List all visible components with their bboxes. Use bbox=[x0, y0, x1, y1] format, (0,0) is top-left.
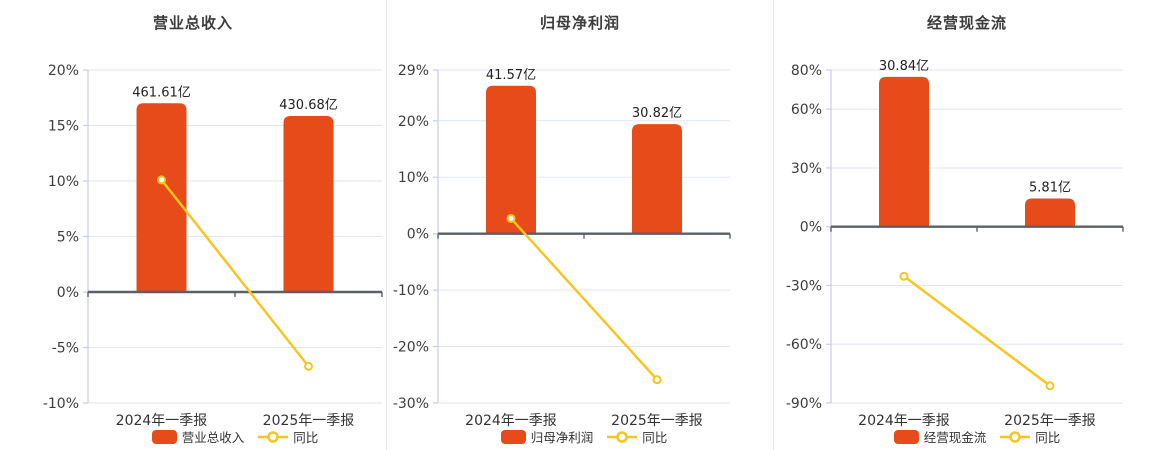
y-axis-label: -5% bbox=[52, 341, 79, 357]
bar-value-label: 430.68亿 bbox=[279, 98, 338, 113]
y-axis-label: -90% bbox=[786, 396, 822, 412]
chart-title-net-profit: 归母净利润 bbox=[539, 14, 620, 32]
y-axis-label: 29% bbox=[398, 63, 429, 79]
legend-label-line: 同比 bbox=[642, 430, 668, 445]
y-axis-label: 10% bbox=[48, 174, 79, 190]
chart-title-cash-flow: 经营现金流 bbox=[926, 14, 1007, 32]
y-axis-label: 10% bbox=[398, 170, 429, 186]
yoy-line[interactable] bbox=[903, 275, 1051, 387]
y-axis-label: -30% bbox=[393, 396, 429, 412]
y-axis-label: 30% bbox=[791, 161, 822, 177]
y-axis-label: -10% bbox=[393, 283, 429, 299]
legend-label-line: 同比 bbox=[1035, 430, 1061, 445]
y-axis-label: 60% bbox=[791, 102, 822, 118]
yoy-point-2025年一季报[interactable] bbox=[652, 375, 662, 385]
y-axis-label: -20% bbox=[393, 340, 429, 356]
legend-item-net-profit-bar[interactable]: 归母净利润 bbox=[500, 427, 594, 446]
x-axis-label: 2024年一季报 bbox=[858, 413, 950, 429]
legend-item-yoy-line[interactable]: 同比 bbox=[258, 427, 318, 446]
legend-item-revenue-bar[interactable]: 营业总收入 bbox=[151, 427, 245, 446]
net-profit-chart-plot: 29% 20% 10% 0% -10% -20% -30% 41.57亿 30.82亿 2024年… bbox=[393, 63, 731, 429]
bar-series-swatch bbox=[893, 429, 919, 444]
y-axis-label: 0% bbox=[407, 227, 429, 243]
bar-2024年一季报[interactable] bbox=[136, 103, 187, 292]
line-series-swatch bbox=[258, 430, 289, 444]
chart-panel-net-profit: 归母净利润 29% 20% 10% 0% -10% -20% -30% 41.57亿 30.82… bbox=[386, 0, 773, 450]
line-series-swatch bbox=[1000, 430, 1031, 444]
legend-label-bar: 归母净利润 bbox=[530, 430, 594, 445]
yoy-line[interactable] bbox=[160, 179, 310, 368]
y-axis-label: 15% bbox=[48, 119, 79, 135]
yoy-point-2025年一季报[interactable] bbox=[304, 361, 313, 371]
bar-2024年一季报[interactable] bbox=[879, 76, 929, 227]
y-axis-label: 5% bbox=[57, 230, 79, 246]
x-axis-label: 2024年一季报 bbox=[465, 413, 557, 429]
y-axis-label: 0% bbox=[57, 285, 79, 301]
bar-2024年一季报[interactable] bbox=[486, 85, 536, 234]
y-axis-label: -10% bbox=[43, 396, 79, 412]
bar-value-label: 30.84亿 bbox=[879, 59, 929, 74]
revenue-chart-plot: 20% 15% 10% 5% 0% -5% -10% 461.61亿 430.68亿 2024年一… bbox=[43, 63, 383, 429]
x-axis-label: 2025年一季报 bbox=[611, 413, 703, 429]
y-axis-label: -30% bbox=[786, 278, 822, 294]
legend-item-cash-flow-bar[interactable]: 经营现金流 bbox=[893, 427, 987, 446]
legend-revenue: 营业总收入 同比 bbox=[88, 428, 382, 445]
bar-2025年一季报[interactable] bbox=[1025, 198, 1075, 227]
legend-net-profit: 归母净利润 同比 bbox=[438, 428, 730, 445]
yoy-line[interactable] bbox=[510, 217, 658, 381]
bar-2025年一季报[interactable] bbox=[632, 124, 682, 234]
yoy-point-2024年一季报[interactable] bbox=[899, 271, 909, 281]
cash-flow-chart-plot: 80% 60% 30% 0% -30% -60% -90% 30.84亿 5.81亿 2024年一… bbox=[786, 59, 1124, 429]
y-axis-label: 20% bbox=[398, 114, 429, 130]
chart-panel-cash-flow: 经营现金流 80% 60% 30% 0% -30% -60% -90% 30.84亿 5.81亿… bbox=[773, 0, 1160, 450]
legend-cash-flow: 经营现金流 同比 bbox=[831, 428, 1123, 445]
y-axis-label: 20% bbox=[48, 63, 79, 79]
x-axis-label: 2025年一季报 bbox=[263, 413, 355, 429]
legend-label-line: 同比 bbox=[293, 430, 319, 445]
legend-item-yoy-line[interactable]: 同比 bbox=[607, 427, 667, 446]
legend-item-yoy-line[interactable]: 同比 bbox=[1000, 427, 1060, 446]
x-axis-label: 2025年一季报 bbox=[1004, 413, 1096, 429]
yoy-point-2024年一季报[interactable] bbox=[157, 175, 166, 185]
yoy-point-2025年一季报[interactable] bbox=[1045, 381, 1055, 391]
bar-2025年一季报[interactable] bbox=[283, 115, 334, 292]
bar-value-label: 461.61亿 bbox=[132, 85, 191, 100]
bar-series-swatch bbox=[500, 429, 526, 444]
bar-series-swatch bbox=[151, 429, 177, 444]
legend-label-bar: 经营现金流 bbox=[923, 430, 987, 445]
bar-value-label: 41.57亿 bbox=[486, 68, 536, 83]
chart-panel-revenue: 营业总收入 20% 15% 10% 5% 0% -5% -10% 461.61亿 430.68亿… bbox=[0, 0, 386, 450]
yoy-point-2024年一季报[interactable] bbox=[506, 213, 516, 223]
y-axis-label: 80% bbox=[791, 63, 822, 79]
x-axis-label: 2024年一季报 bbox=[116, 413, 208, 429]
y-axis-label: 0% bbox=[800, 220, 822, 236]
y-axis-label: -60% bbox=[786, 337, 822, 353]
bar-value-label: 5.81亿 bbox=[1029, 180, 1071, 195]
line-series-swatch bbox=[607, 430, 638, 444]
bar-value-label: 30.82亿 bbox=[632, 106, 682, 121]
legend-label-bar: 营业总收入 bbox=[181, 430, 245, 445]
chart-title-revenue: 营业总收入 bbox=[152, 14, 233, 32]
